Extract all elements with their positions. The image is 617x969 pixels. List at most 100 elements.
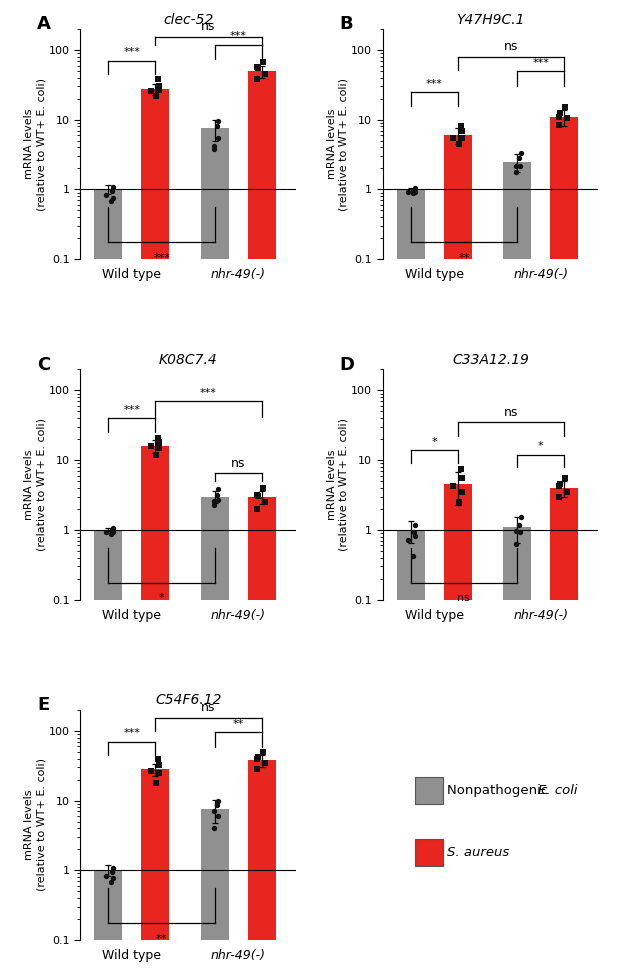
Point (511, 164, 521, 179)
Point (106, 194, 116, 209)
Point (410, 528, 420, 544)
Point (212, 119, 222, 135)
Text: ***: *** (153, 253, 170, 263)
Point (108, 520, 118, 536)
Text: D: D (339, 356, 354, 374)
Point (515, 158, 525, 173)
Y-axis label: mRNA levels
(relative to WT+ E. coli): mRNA levels (relative to WT+ E. coli) (25, 759, 46, 891)
Y-axis label: mRNA levels
(relative to WT+ E. coli): mRNA levels (relative to WT+ E. coli) (327, 78, 349, 210)
Text: ***: *** (123, 47, 140, 57)
Point (154, 72, 164, 87)
Point (213, 113, 223, 129)
FancyBboxPatch shape (415, 776, 443, 804)
Bar (444, 136, 472, 969)
Point (560, 100, 570, 115)
Bar (397, 530, 424, 969)
Point (108, 179, 118, 195)
Point (562, 484, 572, 500)
Text: ***: *** (200, 388, 217, 398)
Point (515, 524, 525, 540)
Point (154, 435, 164, 451)
Point (146, 763, 155, 778)
Text: E: E (37, 696, 49, 714)
Point (101, 524, 110, 540)
Point (108, 870, 118, 886)
Point (151, 447, 161, 462)
Point (409, 182, 419, 198)
Point (555, 477, 565, 492)
Point (151, 88, 161, 104)
Point (212, 797, 222, 813)
Text: *: * (538, 441, 544, 452)
Point (213, 808, 223, 824)
Point (555, 106, 565, 121)
Text: ***: *** (426, 78, 442, 88)
Bar (247, 71, 276, 969)
Point (511, 523, 521, 539)
Text: A: A (37, 16, 51, 33)
Text: ***: *** (532, 57, 549, 68)
Title: Y47H9C.1: Y47H9C.1 (456, 13, 525, 26)
Text: ns: ns (201, 20, 216, 33)
Point (457, 123, 466, 139)
Point (209, 802, 218, 818)
Bar (444, 484, 472, 969)
Point (562, 110, 572, 126)
Point (453, 494, 463, 510)
Point (146, 438, 155, 453)
Point (154, 82, 164, 98)
Point (457, 130, 466, 145)
Text: ns: ns (231, 456, 246, 470)
Point (516, 510, 526, 525)
Text: B: B (339, 16, 353, 33)
Y-axis label: mRNA levels
(relative to WT+ E. coli): mRNA levels (relative to WT+ E. coli) (25, 418, 46, 551)
Point (213, 130, 223, 145)
Point (448, 130, 458, 145)
Text: S. aureus: S. aureus (447, 846, 510, 860)
Point (410, 517, 420, 533)
Bar (94, 530, 122, 969)
Bar (201, 129, 229, 969)
Point (253, 749, 263, 765)
Text: **: ** (458, 253, 470, 263)
Point (101, 868, 110, 884)
Bar (503, 527, 531, 969)
Point (253, 60, 263, 76)
Y-axis label: mRNA levels
(relative to WT+ E. coli): mRNA levels (relative to WT+ E. coli) (25, 78, 46, 210)
Point (106, 526, 116, 542)
Point (154, 751, 164, 766)
Point (154, 766, 164, 781)
Point (252, 486, 262, 502)
Bar (247, 760, 276, 969)
Point (213, 492, 223, 508)
Text: ns: ns (503, 406, 518, 419)
Point (456, 461, 466, 477)
Bar (201, 496, 229, 969)
Point (209, 141, 219, 157)
Point (252, 59, 262, 75)
Bar (503, 162, 531, 969)
Point (108, 190, 118, 205)
Point (106, 874, 116, 890)
Point (107, 183, 117, 199)
Point (213, 794, 223, 809)
Point (108, 524, 118, 540)
Text: **: ** (233, 719, 244, 729)
Point (258, 480, 268, 495)
Point (409, 524, 419, 540)
Bar (94, 189, 122, 969)
Point (560, 471, 570, 486)
Point (212, 486, 222, 502)
Point (258, 744, 268, 760)
Text: Nonpathogenic: Nonpathogenic (447, 784, 553, 797)
Text: *: * (159, 593, 164, 604)
Point (403, 532, 413, 547)
Text: ***: *** (123, 729, 140, 738)
Point (511, 158, 521, 173)
Bar (550, 117, 578, 969)
Point (154, 430, 164, 446)
Point (209, 493, 218, 509)
Title: C33A12.19: C33A12.19 (452, 353, 529, 367)
Point (408, 548, 418, 564)
Bar (247, 496, 276, 969)
